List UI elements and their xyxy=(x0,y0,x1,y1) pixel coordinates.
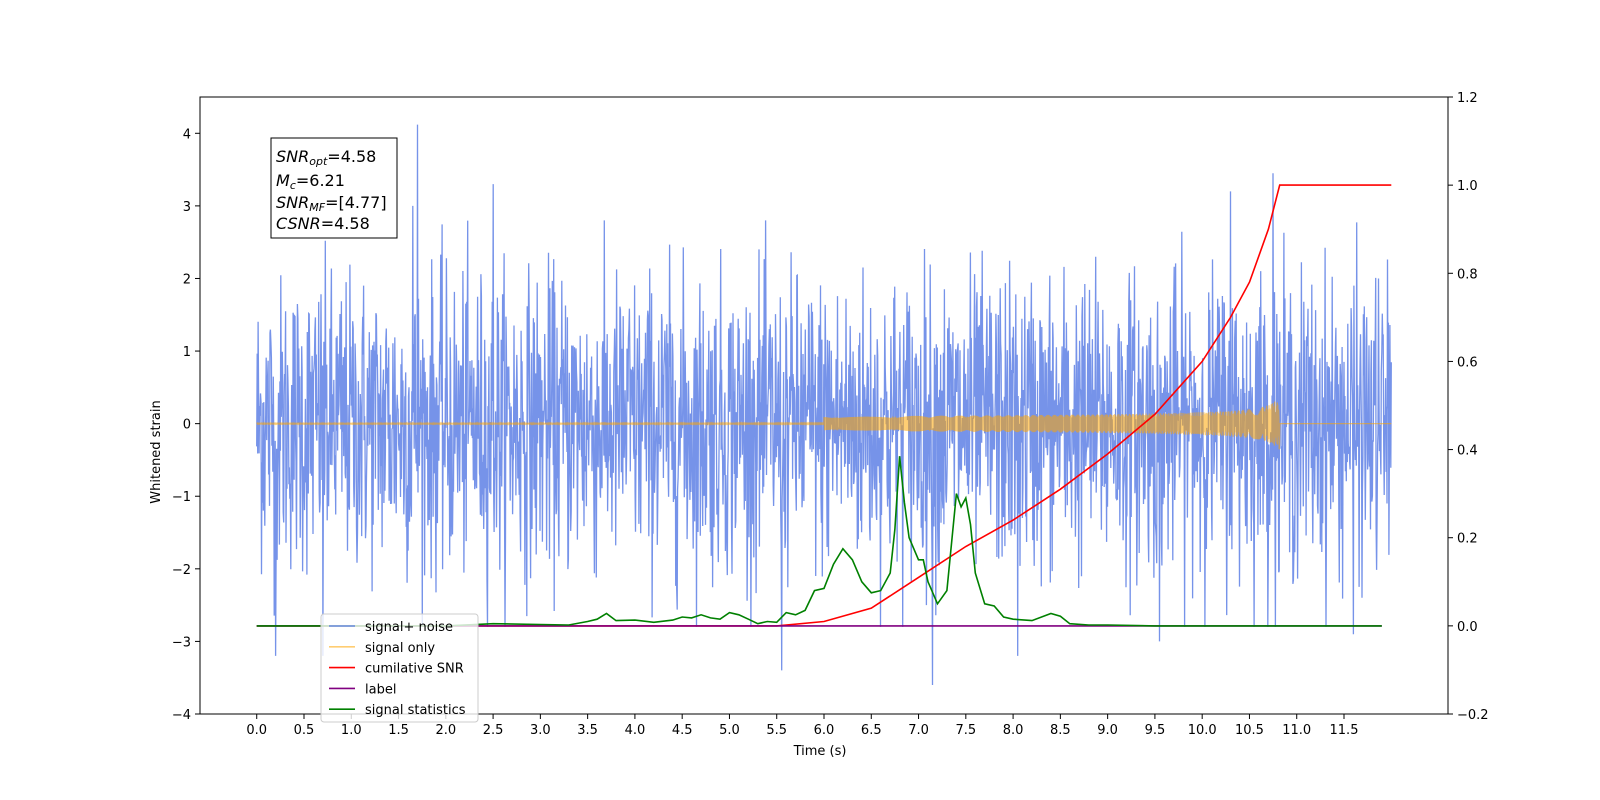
legend: signal+ noise signal only cumilative SNR la… xyxy=(320,613,479,723)
y-tick-label: 3 xyxy=(183,200,191,215)
legend-entry: signal statistics xyxy=(365,703,466,718)
y-axis-label: Whitened strain xyxy=(149,400,164,503)
x-tick-label: 11.0 xyxy=(1282,723,1311,738)
x-tick-label: 10.5 xyxy=(1235,723,1264,738)
annotation-snr-opt: SNRopt=4.58 xyxy=(276,147,376,168)
x-tick-label: 4.0 xyxy=(625,723,646,738)
y-tick-label: −2 xyxy=(172,563,191,578)
x-tick-label: 0.5 xyxy=(294,723,315,738)
series-signal-only xyxy=(256,401,1392,450)
x-tick-label: 0.0 xyxy=(246,723,267,738)
y2-tick-label: 0.0 xyxy=(1457,620,1478,635)
x-tick-label: 11.5 xyxy=(1330,723,1359,738)
annotation-symbol: CSNR xyxy=(276,214,321,233)
legend-entry: signal+ noise xyxy=(365,620,453,635)
y2-tick-label: 1.2 xyxy=(1457,91,1478,106)
annotation-symbol: SNR xyxy=(276,193,309,212)
annotation-value: =4.58 xyxy=(321,214,370,233)
y2-tick-label: −0.2 xyxy=(1457,708,1489,723)
x-tick-label: 7.0 xyxy=(908,723,929,738)
annotation-value: =6.21 xyxy=(296,171,345,190)
x-tick-label: 9.0 xyxy=(1097,723,1118,738)
y-axis-right: −0.2 0.0 0.2 0.4 0.6 0.8 1.0 1.2 xyxy=(1448,91,1489,723)
annotation-symbol: M xyxy=(276,171,290,190)
x-tick-label: 6.5 xyxy=(861,723,882,738)
y2-tick-label: 0.6 xyxy=(1457,355,1478,370)
x-tick-label: 2.0 xyxy=(435,723,456,738)
x-tick-label: 5.5 xyxy=(766,723,787,738)
legend-entry: label xyxy=(365,682,396,697)
x-tick-label: 10.0 xyxy=(1188,723,1217,738)
y-tick-label: −4 xyxy=(172,708,191,723)
annotation-subscript: c xyxy=(290,179,296,192)
x-tick-label: 3.5 xyxy=(577,723,598,738)
annotation-snr-mf: SNRMF=[4.77] xyxy=(276,193,387,214)
x-tick-label: 6.0 xyxy=(814,723,835,738)
y2-tick-label: 1.0 xyxy=(1457,179,1478,194)
y-tick-label: −1 xyxy=(172,490,191,505)
y-tick-label: 4 xyxy=(183,127,191,142)
y-tick-label: −3 xyxy=(172,635,191,650)
annotation-chirp-mass: Mc=6.21 xyxy=(276,171,345,192)
y-tick-label: 0 xyxy=(183,418,191,433)
series-layer xyxy=(256,124,1392,686)
y2-tick-label: 0.8 xyxy=(1457,267,1478,282)
series-cumulative-snr xyxy=(256,184,1392,627)
x-tick-label: 7.5 xyxy=(955,723,976,738)
annotation-subscript: opt xyxy=(309,155,328,168)
y-tick-label: 1 xyxy=(183,345,191,360)
annotation-csnr: CSNR=4.58 xyxy=(276,214,370,233)
legend-entry: cumilative SNR xyxy=(365,662,464,677)
y2-tick-label: 0.4 xyxy=(1457,444,1478,459)
y2-tick-label: 0.2 xyxy=(1457,532,1478,547)
x-tick-label: 2.5 xyxy=(483,723,504,738)
x-tick-label: 8.0 xyxy=(1003,723,1024,738)
x-axis-label: Time (s) xyxy=(793,744,847,759)
series-signal-statistics xyxy=(256,456,1382,627)
x-axis: 0.0 0.5 1.0 1.5 2.0 2.5 3.0 3.5 4.0 4.5 5.0 5.5 6.0 6… xyxy=(246,714,1358,738)
y-axis-left: −4 −3 −2 −1 0 1 2 3 4 xyxy=(172,127,200,723)
annotation-value: =[4.77] xyxy=(325,193,387,212)
x-tick-label: 1.0 xyxy=(341,723,362,738)
annotation-value: =4.58 xyxy=(327,147,376,166)
y-tick-label: 2 xyxy=(183,272,191,287)
x-tick-label: 1.5 xyxy=(388,723,409,738)
x-tick-label: 3.0 xyxy=(530,723,551,738)
legend-entry: signal only xyxy=(365,641,435,656)
x-tick-label: 8.5 xyxy=(1050,723,1071,738)
annotation-subscript: MF xyxy=(309,201,325,214)
x-tick-label: 5.0 xyxy=(719,723,740,738)
series-signal-noise xyxy=(256,124,1392,686)
x-tick-label: 4.5 xyxy=(672,723,693,738)
annotation-box: SNRopt=4.58 Mc=6.21 SNRMF=[4.77] CSNR=4.… xyxy=(270,137,398,239)
annotation-symbol: SNR xyxy=(276,147,309,166)
x-tick-label: 9.5 xyxy=(1145,723,1166,738)
